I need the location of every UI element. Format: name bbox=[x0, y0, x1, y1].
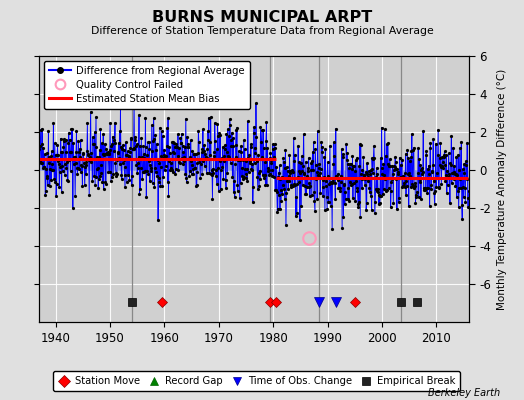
Text: Difference of Station Temperature Data from Regional Average: Difference of Station Temperature Data f… bbox=[91, 26, 433, 36]
Legend: Difference from Regional Average, Quality Control Failed, Estimated Station Mean: Difference from Regional Average, Qualit… bbox=[45, 61, 250, 109]
Y-axis label: Monthly Temperature Anomaly Difference (°C): Monthly Temperature Anomaly Difference (… bbox=[497, 68, 507, 310]
Text: BURNS MUNICIPAL ARPT: BURNS MUNICIPAL ARPT bbox=[152, 10, 372, 25]
Text: Berkeley Earth: Berkeley Earth bbox=[428, 388, 500, 398]
Legend: Station Move, Record Gap, Time of Obs. Change, Empirical Break: Station Move, Record Gap, Time of Obs. C… bbox=[53, 371, 461, 391]
